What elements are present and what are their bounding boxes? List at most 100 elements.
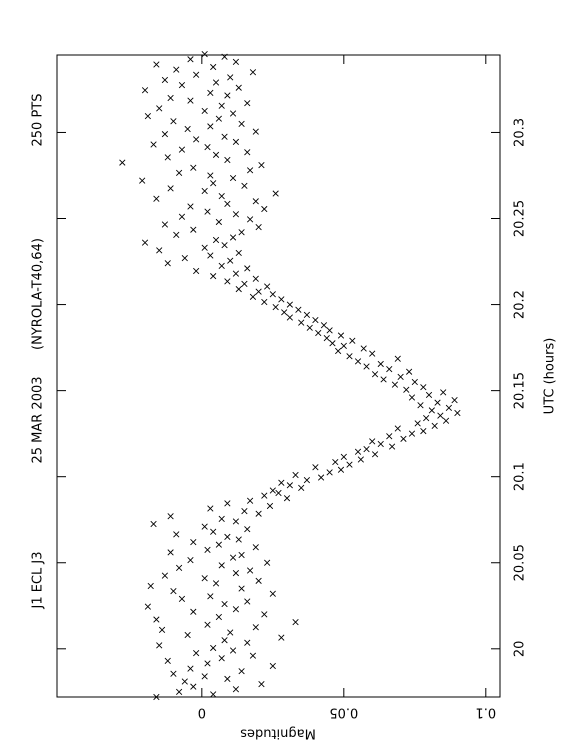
point [156,247,163,254]
point [141,239,149,246]
point [261,492,268,499]
point [283,495,291,502]
point [201,673,208,680]
point [249,69,257,76]
point [167,513,174,520]
point [210,63,217,71]
point [431,422,438,430]
point [232,270,240,277]
point [224,500,231,507]
point [252,198,259,205]
point [417,402,424,409]
point [295,306,302,313]
point [371,451,379,458]
point [354,448,362,455]
point [400,435,407,442]
x-tick-label: 20.15 [513,372,528,409]
point [264,559,271,566]
point [406,368,413,375]
point [193,71,200,78]
point [386,365,393,373]
point [167,185,174,192]
point [261,611,268,618]
point [292,471,299,479]
point [210,180,217,187]
point [238,229,245,236]
point [156,642,163,649]
point [266,502,274,510]
point [232,686,240,693]
point [244,598,251,605]
point [337,332,345,339]
point [201,575,208,582]
point [346,461,353,468]
point [221,600,228,608]
point [246,216,254,223]
point [207,123,214,130]
point [212,580,220,587]
rotated-plot: J1 ECL J3 25 MAR 2003 (NYROLA-T40,64) 25… [31,51,558,741]
point [286,301,293,308]
point [164,657,171,664]
point [161,76,169,84]
point [170,118,177,125]
point [218,193,225,200]
point [207,172,214,179]
point [377,360,384,368]
point [221,637,228,644]
point [232,569,240,577]
point [346,353,353,360]
point [229,554,237,561]
point [340,453,347,461]
point [207,593,214,600]
point [437,412,444,419]
point [212,79,220,86]
x-tick-label: 20.25 [513,200,528,237]
point [269,590,276,597]
point [227,74,234,81]
point [212,151,220,158]
point [303,311,311,319]
point [326,469,333,476]
point [161,221,169,228]
point [261,298,268,306]
point [281,309,288,316]
point [235,536,242,543]
point [173,531,180,538]
point [181,678,188,685]
point [178,595,186,603]
point [354,358,362,365]
point [394,425,401,432]
point [377,440,384,448]
point [255,288,262,295]
point [255,577,262,584]
point [224,675,231,683]
point [178,82,186,89]
point [255,510,262,517]
x-tick-label: 20.2 [513,290,528,319]
point [190,226,197,233]
point [201,107,208,115]
point [420,384,427,391]
point [139,177,146,184]
point [153,61,160,68]
point [246,497,254,504]
annotation: (NYROLA-T40,64) [31,238,46,350]
point [423,415,430,422]
point [434,399,441,406]
point [258,680,265,688]
point [227,629,234,636]
point [224,278,231,285]
x-tick-label: 20.1 [513,462,528,491]
point [241,182,248,189]
point [153,693,160,701]
point [221,133,228,140]
point [150,141,157,148]
point [229,234,237,241]
point [187,557,194,564]
point [173,66,180,73]
point [218,102,225,109]
point [187,203,194,210]
point [329,340,336,347]
